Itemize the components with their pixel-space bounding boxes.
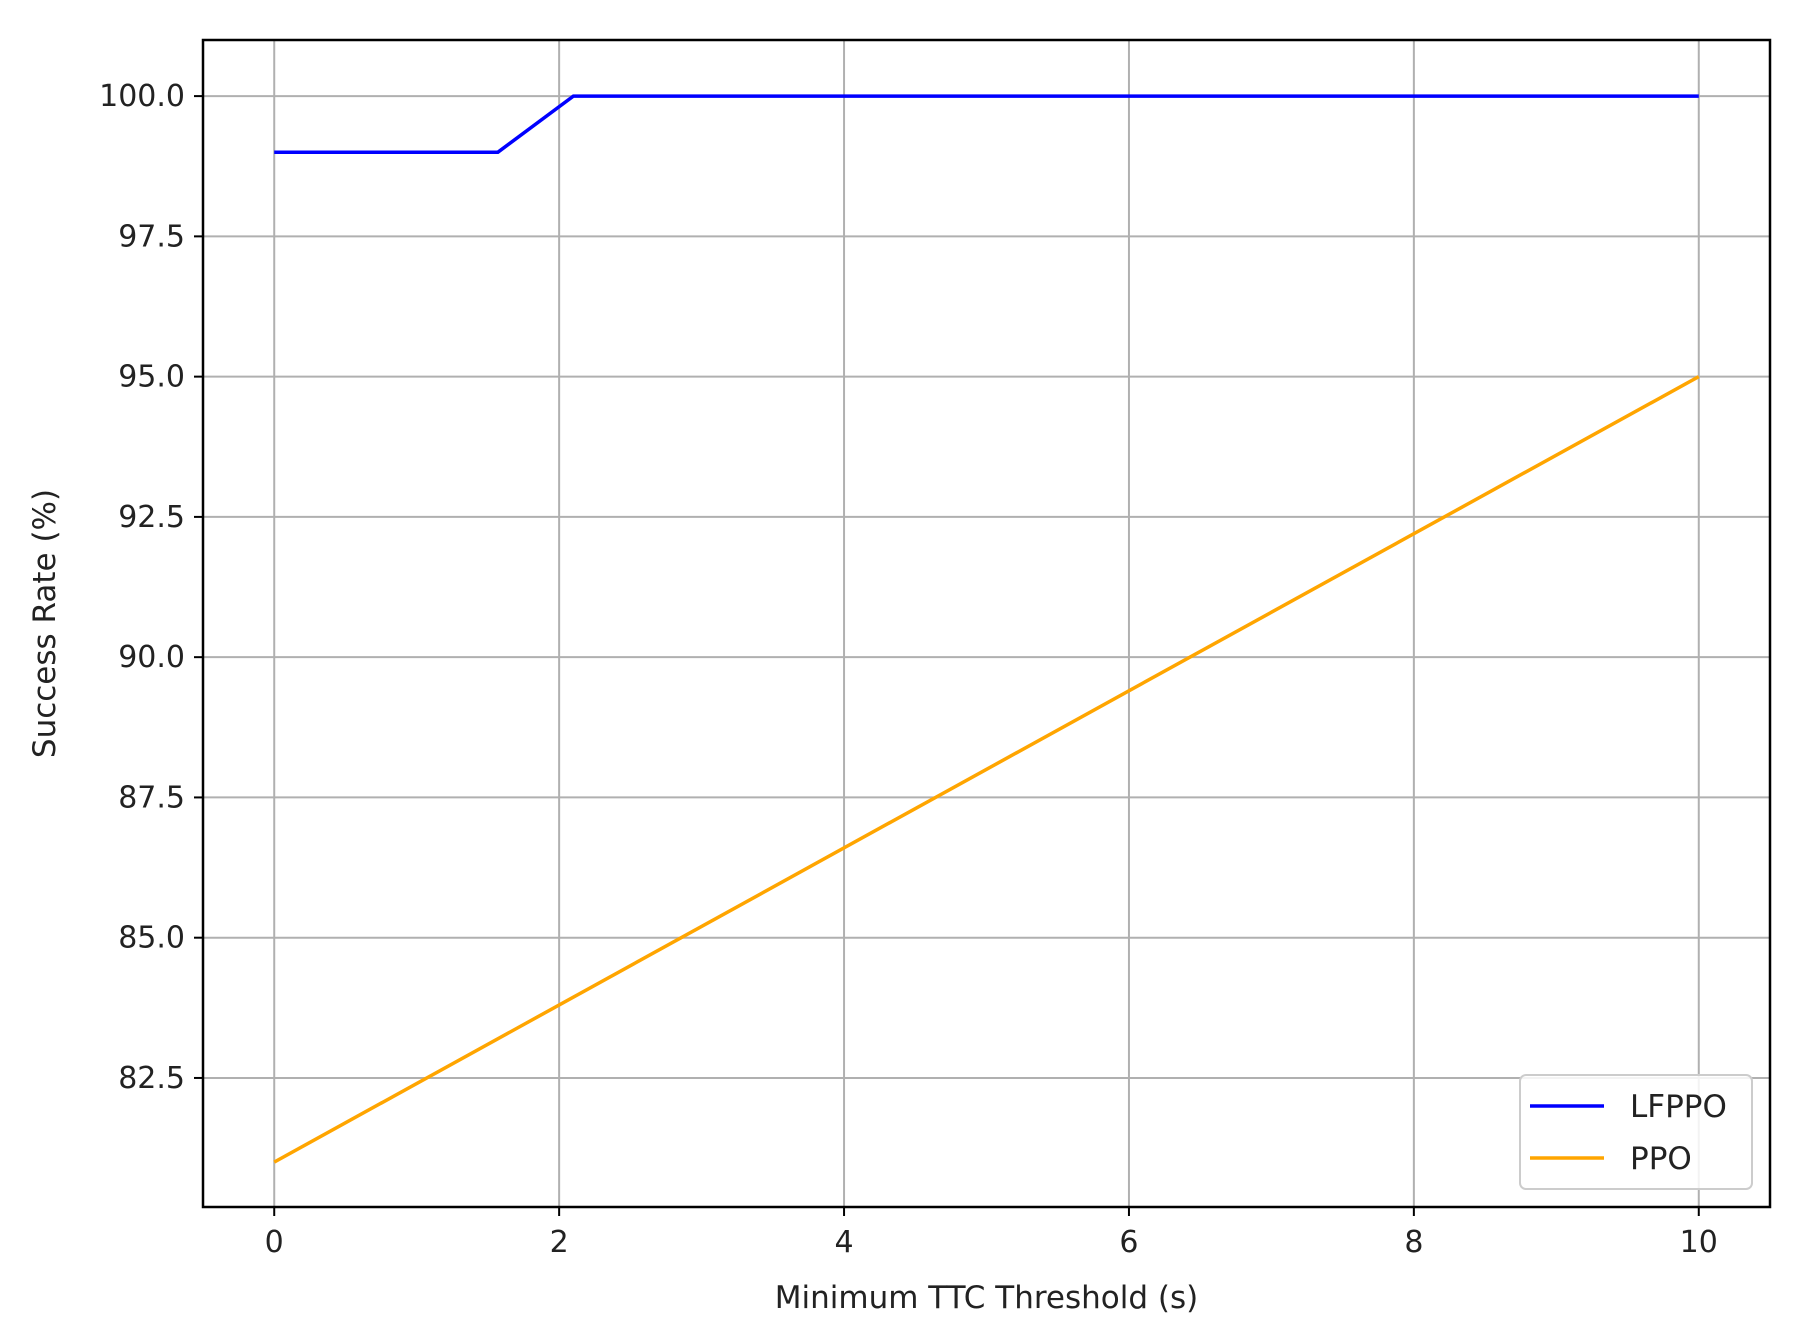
legend-label-lfppo: LFPPO xyxy=(1630,1089,1727,1125)
plot-frame xyxy=(201,38,1772,1209)
x-tick-label: 0 xyxy=(265,1225,284,1260)
series-line-lfppo xyxy=(274,94,1699,154)
y-tick-label: 82.5 xyxy=(118,1061,185,1096)
y-tick-label: 95.0 xyxy=(118,360,185,395)
x-tick-label: 10 xyxy=(1680,1225,1718,1260)
legend: LFPPO PPO xyxy=(1519,1074,1753,1190)
grid xyxy=(203,40,1770,1207)
x-tick-label: 2 xyxy=(550,1225,569,1260)
y-tick-label: 97.5 xyxy=(118,219,185,254)
ticks: 0 2 4 6 8 10 82.5 85.0 87.5 90.0 92.5 95.0 97.5 100.0 xyxy=(99,79,1718,1260)
legend-label-ppo: PPO xyxy=(1630,1141,1692,1177)
legend-box xyxy=(1519,1074,1753,1190)
y-tick-label: 87.5 xyxy=(118,780,185,815)
series-lines xyxy=(273,94,1700,1164)
y-tick-label: 92.5 xyxy=(118,500,185,535)
x-tick-label: 4 xyxy=(834,1225,853,1260)
x-axis-title: Minimum TTC Threshold (s) xyxy=(775,1280,1199,1316)
x-tick-label: 6 xyxy=(1119,1225,1138,1260)
y-tick-label: 100.0 xyxy=(99,79,185,114)
y-tick-label: 85.0 xyxy=(118,921,185,956)
y-tick-label: 90.0 xyxy=(118,640,185,675)
y-axis-title: Success Rate (%) xyxy=(27,489,63,758)
series-line-ppo xyxy=(273,375,1700,1164)
x-tick-label: 8 xyxy=(1404,1225,1423,1260)
